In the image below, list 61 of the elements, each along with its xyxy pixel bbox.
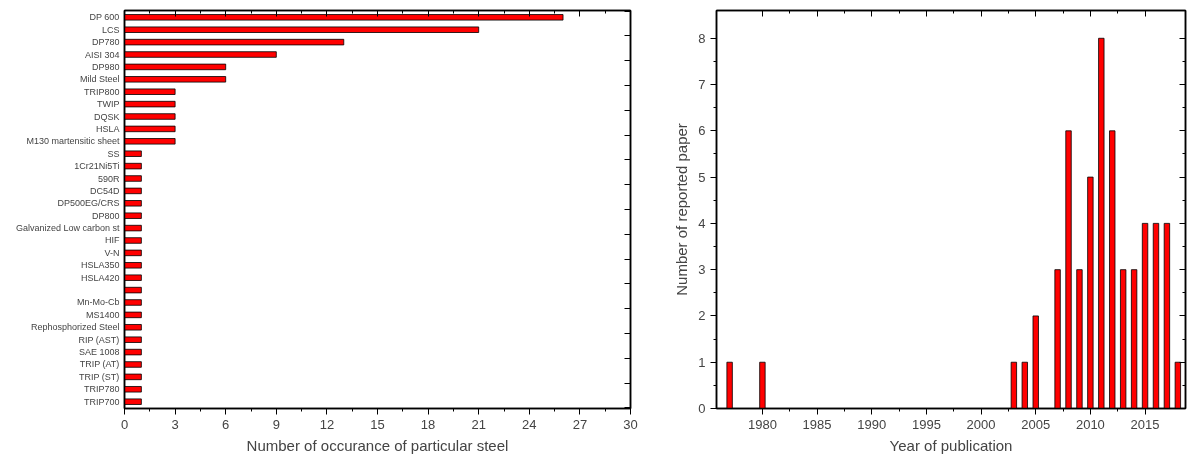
y-tick-label: TWIP — [97, 99, 120, 110]
y-tick-label: SAE 1008 — [78, 347, 120, 358]
y-tick-label: HSLA350 — [80, 260, 120, 271]
y-tick-label: 4 — [698, 215, 706, 231]
y-tick-label: LCS — [101, 24, 120, 35]
y-tick-label: 6 — [698, 123, 706, 139]
y-tick-label: DP980 — [91, 61, 120, 72]
x-tick-label: 1995 — [911, 416, 941, 432]
x-axis-title: Number of occurance of particular steel — [246, 436, 509, 454]
x-tick-label: 12 — [319, 416, 335, 432]
x-tick-label: 27 — [572, 416, 588, 432]
y-tick-label: DP 600 — [89, 12, 120, 23]
y-tick-label: DP500EG/CRS — [57, 198, 120, 209]
x-tick-label: 30 — [623, 416, 638, 432]
y-tick-label: 0 — [698, 401, 706, 416]
y-tick-label: Rephosphorized Steel — [30, 322, 120, 333]
y-tick-label: TRIP780 — [83, 384, 120, 395]
y-tick-label: Galvanized Low carbon st — [15, 223, 120, 234]
y-tick-label: MS1400 — [85, 309, 120, 320]
x-tick-label: 2000 — [966, 416, 996, 432]
x-tick-label: 1980 — [747, 416, 777, 432]
x-tick-label: 2005 — [1021, 416, 1051, 432]
y-tick-label: HSLA — [95, 123, 120, 134]
x-tick-label: 15 — [370, 416, 385, 432]
x-tick-label: 6 — [222, 416, 230, 432]
y-tick-label: TRIP (ST) — [79, 371, 120, 382]
y-tick-label: M130 martensitic sheet — [26, 136, 120, 147]
y-tick-label: 1 — [698, 354, 706, 370]
y-tick-label: Mild Steel — [79, 74, 120, 85]
y-tick-label: TRIP800 — [83, 86, 120, 97]
x-axis-title: Year of publication — [889, 436, 1013, 454]
y-tick-label: HIF — [105, 235, 120, 246]
y-tick-label: HSLA420 — [80, 272, 120, 283]
x-tick-label: 24 — [522, 416, 537, 432]
y-axis-title: Number of reported paper — [673, 123, 691, 296]
y-tick-label: 3 — [698, 262, 706, 278]
y-tick-label: 7 — [698, 77, 706, 93]
y-tick-label: 8 — [698, 30, 706, 46]
y-tick-label: 1Cr21Ni5Ti — [74, 161, 120, 172]
y-tick-label: Mn-Mo-Cb — [77, 297, 120, 308]
x-tick-label: 1990 — [857, 416, 887, 432]
x-tick-label: 21 — [471, 416, 486, 432]
x-tick-label: 1985 — [802, 416, 832, 432]
x-tick-label: 9 — [272, 416, 280, 432]
y-tick-label: TRIP700 — [83, 396, 120, 407]
y-tick-label: RIP (AST) — [78, 334, 120, 345]
y-tick-label: AISI 304 — [84, 49, 120, 60]
y-tick-label: V-N — [104, 247, 120, 258]
y-tick-label: 5 — [698, 169, 706, 185]
x-tick-label: 2015 — [1130, 416, 1160, 432]
x-tick-label: 3 — [171, 416, 179, 432]
x-tick-label: 18 — [420, 416, 436, 432]
y-tick-label: DC54D — [89, 185, 120, 196]
y-tick-label: DP780 — [91, 37, 120, 48]
y-tick-label: 2 — [698, 308, 706, 324]
y-tick-label: TRIP (AT) — [79, 359, 120, 370]
y-tick-label: 590R — [97, 173, 120, 184]
y-tick-label: DP800 — [91, 210, 120, 221]
y-tick-label: SS — [107, 148, 120, 159]
y-tick-label: DQSK — [93, 111, 120, 122]
x-tick-label: 2010 — [1075, 416, 1105, 432]
